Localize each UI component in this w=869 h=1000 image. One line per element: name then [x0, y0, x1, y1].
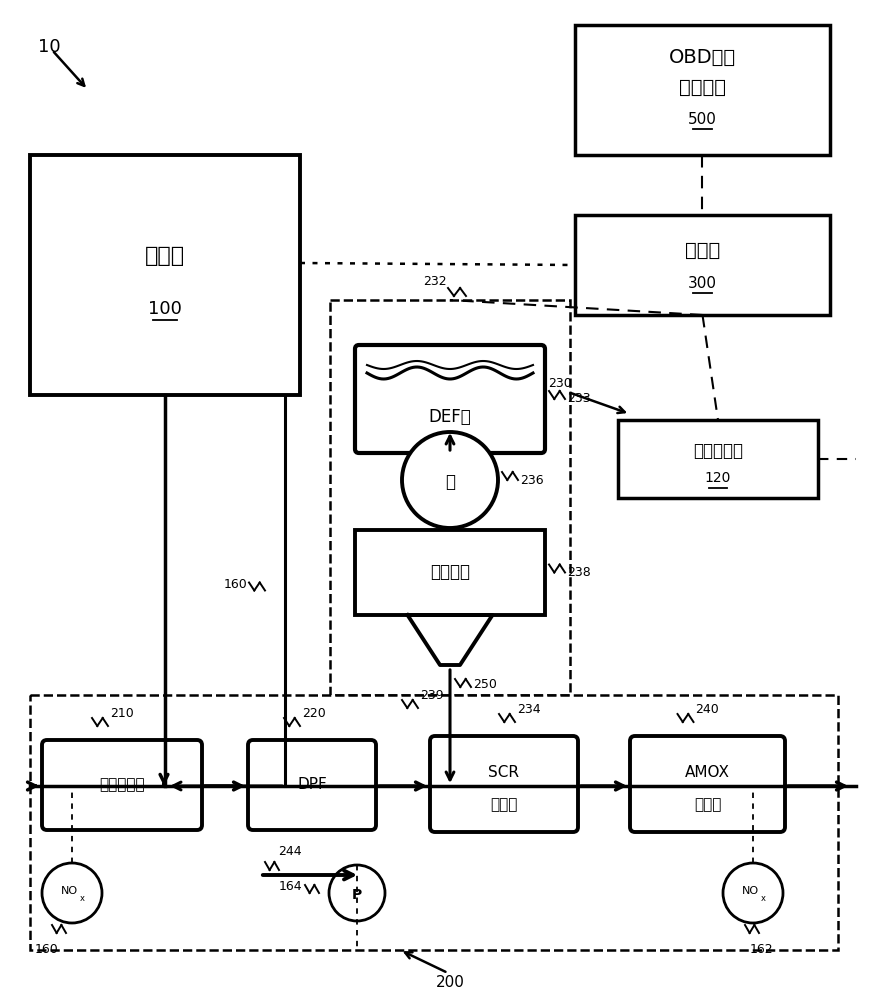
Text: 催化器: 催化器	[490, 798, 517, 813]
Text: P: P	[351, 888, 362, 902]
Text: 239: 239	[420, 689, 443, 702]
FancyBboxPatch shape	[42, 740, 202, 830]
Circle shape	[42, 863, 102, 923]
Text: 信号中继器: 信号中继器	[693, 442, 742, 460]
Text: x: x	[760, 894, 765, 903]
Text: 300: 300	[687, 275, 716, 290]
Text: DPF: DPF	[297, 777, 327, 792]
Text: 用户界面: 用户界面	[678, 78, 725, 97]
Text: 160: 160	[223, 578, 247, 591]
Text: 244: 244	[278, 845, 302, 858]
Text: 164: 164	[278, 880, 302, 893]
Text: 230: 230	[547, 377, 571, 390]
Bar	[617, 420, 817, 498]
Bar	[30, 695, 837, 950]
Text: 232: 232	[422, 275, 447, 288]
Text: DEF源: DEF源	[428, 408, 471, 426]
Circle shape	[401, 432, 497, 528]
Text: 输送机构: 输送机构	[429, 564, 469, 582]
Text: 200: 200	[435, 975, 464, 990]
FancyBboxPatch shape	[355, 345, 544, 453]
Bar	[574, 25, 829, 155]
Text: 240: 240	[694, 703, 719, 716]
Text: 220: 220	[302, 707, 325, 720]
Text: 250: 250	[473, 678, 496, 692]
Text: OBD系统: OBD系统	[668, 48, 735, 67]
Text: 500: 500	[687, 112, 716, 127]
Text: 100: 100	[148, 300, 182, 318]
Text: 233: 233	[567, 392, 590, 406]
Text: 120: 120	[704, 472, 730, 486]
FancyBboxPatch shape	[429, 736, 577, 832]
Text: 泵: 泵	[444, 473, 454, 491]
Text: AMOX: AMOX	[684, 765, 729, 780]
Text: 234: 234	[516, 703, 540, 716]
Text: 催化器: 催化器	[693, 798, 720, 813]
Bar	[574, 215, 829, 315]
Text: 控制器: 控制器	[684, 240, 720, 259]
Text: 236: 236	[520, 474, 543, 487]
Bar	[355, 530, 544, 615]
Text: SCR: SCR	[488, 765, 519, 780]
Text: NO: NO	[740, 886, 758, 896]
Text: 160: 160	[35, 943, 59, 956]
Bar	[30, 155, 300, 395]
Bar	[329, 300, 569, 695]
Circle shape	[722, 863, 782, 923]
FancyBboxPatch shape	[629, 736, 784, 832]
Text: 162: 162	[748, 943, 772, 956]
Text: x: x	[79, 894, 84, 903]
Text: 10: 10	[38, 38, 61, 56]
Text: 氧化催化器: 氧化催化器	[99, 777, 144, 792]
Circle shape	[328, 865, 385, 921]
FancyBboxPatch shape	[248, 740, 375, 830]
Text: 发动机: 发动机	[145, 246, 185, 266]
Text: 238: 238	[567, 566, 590, 579]
Text: NO: NO	[60, 886, 77, 896]
Text: 210: 210	[109, 707, 134, 720]
